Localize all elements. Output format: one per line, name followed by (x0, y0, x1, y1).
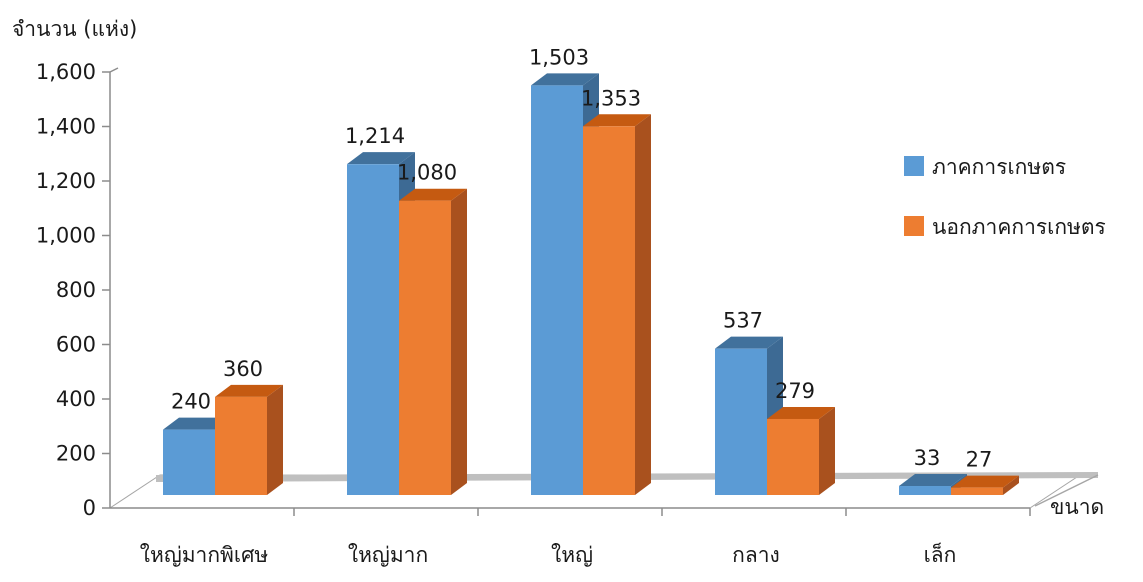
y-tick-label: 0 (83, 496, 96, 520)
data-label: 1,080 (397, 161, 457, 185)
y-tick-label: 1,600 (36, 60, 96, 84)
bar-top (951, 475, 1019, 488)
legend-item: ภาคการเกษตร (904, 155, 1066, 179)
data-label: 537 (723, 309, 763, 333)
y-tick-label: 400 (56, 387, 96, 411)
data-label: 1,214 (345, 124, 405, 148)
bar (951, 475, 1019, 495)
legend-swatch (904, 156, 924, 176)
bar-top (215, 384, 283, 397)
floor-side-edge (1034, 474, 1099, 507)
bar (583, 114, 651, 496)
bar-side (267, 384, 283, 495)
data-label: 33 (914, 446, 941, 470)
bar-top (399, 188, 467, 201)
bar-top (163, 417, 231, 430)
bar-front (583, 126, 635, 496)
bar-front (163, 429, 215, 495)
bar-front (715, 348, 767, 495)
data-label: 1,503 (529, 45, 589, 69)
y-axis-label: จำนวน (แห่ง) (12, 17, 137, 41)
data-label: 27 (966, 448, 993, 472)
y-tick-label: 1,400 (36, 115, 96, 139)
y-tick-label: 1,000 (36, 224, 96, 248)
data-label: 240 (171, 390, 211, 414)
bar-top (767, 406, 835, 419)
data-label: 279 (775, 379, 815, 403)
y-tick-label: 1,200 (36, 169, 96, 193)
y-tick-label: 600 (56, 333, 96, 357)
x-axis-label: ขนาด (1050, 495, 1104, 519)
legend-item: นอกภาคการเกษตร (904, 215, 1106, 239)
data-label: 360 (223, 357, 263, 381)
legend-label: ภาคการเกษตร (932, 155, 1066, 179)
chart-bars (163, 73, 1019, 496)
x-category-label: ใหญ่มาก (348, 543, 428, 567)
bar (399, 188, 467, 495)
bar-front (767, 418, 819, 495)
x-category-label: กลาง (732, 543, 780, 567)
x-category-label: ใหญ่ (551, 543, 593, 567)
bar (215, 384, 283, 495)
bar-front (899, 486, 951, 495)
bar-side (451, 188, 467, 495)
bar-front (531, 85, 583, 496)
y-tick-label: 800 (56, 278, 96, 302)
bar-front (951, 487, 1003, 495)
x-category-label: ใหญ่มากพิเศษ (140, 543, 269, 567)
bar-front (399, 200, 451, 495)
bar-top (347, 152, 415, 165)
bar-front (215, 396, 267, 495)
legend-swatch (904, 216, 924, 236)
legend-label: นอกภาคการเกษตร (932, 215, 1106, 239)
bar-top (715, 336, 783, 349)
chart-axes: 0 200 400 600 800 1,000 1,200 1,400 1,600 ใหญ่มาก… (36, 60, 1031, 567)
bar-front (347, 164, 399, 495)
bar-top (899, 474, 967, 487)
y-tick-label: 200 (56, 442, 96, 466)
bar-side (635, 114, 651, 496)
bar-side (1003, 475, 1019, 495)
bar-side (819, 406, 835, 495)
y-axis-cap (109, 67, 119, 73)
data-label: 1,353 (581, 86, 641, 110)
x-category-label: เล็ก (924, 541, 957, 567)
bar-top (531, 73, 599, 86)
bar-top (583, 114, 651, 127)
bar (767, 406, 835, 495)
chart-data-labels: 240 360 1,214 1,080 1,503 1,353 537 279 33 27 (171, 45, 992, 471)
